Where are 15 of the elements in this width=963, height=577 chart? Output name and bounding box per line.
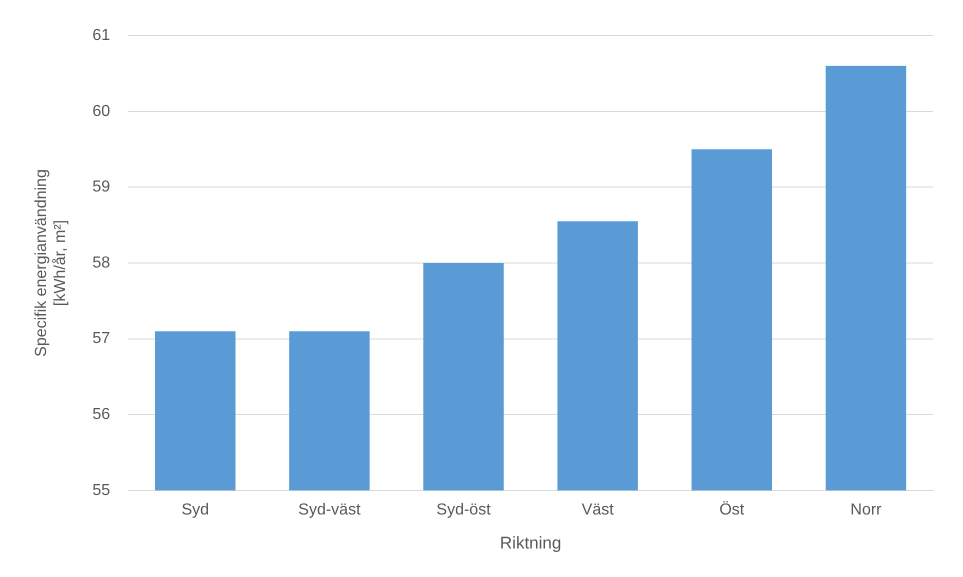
x-tick-label: Syd-öst: [436, 501, 492, 518]
y-tick-label: 56: [92, 406, 110, 424]
y-tick-label: 60: [92, 102, 110, 120]
x-tick-label: Väst: [582, 501, 614, 518]
y-tick-label: 57: [92, 330, 110, 348]
x-tick-label: Syd-väst: [298, 501, 362, 518]
x-tick-label: Syd: [181, 501, 210, 518]
x-tick-label: Öst: [719, 500, 745, 518]
y-tick-label: 55: [92, 482, 110, 499]
x-tick-label: Norr: [850, 501, 882, 518]
y-tick-label: 61: [92, 27, 110, 44]
x-axis-title: Riktning: [500, 533, 562, 552]
y-axis-title: Specifik energianvändning [kWh/år, m²]: [33, 169, 70, 357]
y-tick-label: 59: [92, 178, 110, 196]
y-tick-label: 58: [92, 254, 110, 272]
